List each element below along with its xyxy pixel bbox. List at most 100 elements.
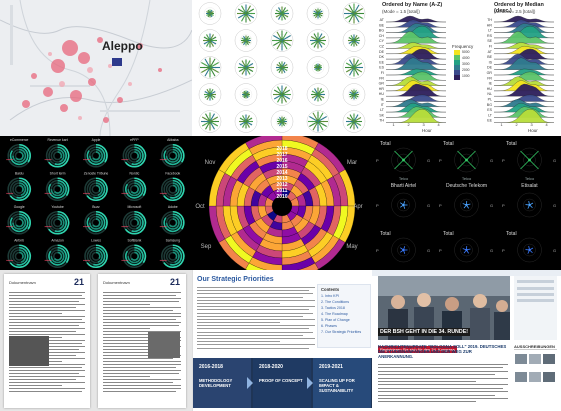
polar-mini-bar	[239, 121, 247, 126]
text-line	[9, 310, 85, 311]
polar-mini-bar	[203, 36, 211, 41]
radial-mini-arc	[95, 210, 108, 230]
toc-item[interactable]: 3. Tactics 2018	[321, 306, 345, 310]
radial-mini-arc	[9, 244, 31, 269]
ridgeline-density	[493, 99, 555, 107]
polar-mini-bar	[209, 58, 216, 68]
polar-mini-chart	[342, 56, 366, 79]
polar-mini-chart	[306, 110, 330, 133]
text-line	[9, 376, 85, 377]
radial-mini-arc	[50, 249, 65, 264]
polar-mini-bar	[273, 35, 283, 41]
radial-mini-arc	[57, 215, 65, 230]
vector-grid-tile: Total P G Total P G Total P G Bharti Airtel Telco P…	[372, 136, 561, 270]
vector-mini-subtitle: Telco	[525, 176, 535, 181]
ridgeline-row-label: TH	[487, 18, 492, 22]
news-headline[interactable]: NACHRICHTENUPDATE "BOLOGNA SOLL" 2019. D…	[378, 344, 507, 359]
polar-mini-bar	[245, 13, 251, 22]
polar-mini-chart	[342, 110, 366, 133]
toc-item[interactable]: 7. Our Strategic Priorities	[321, 330, 362, 334]
spiral-year-label: 2014	[276, 170, 287, 176]
polar-mini-bar	[245, 67, 254, 72]
radial-mini-arc	[172, 143, 185, 163]
toc-item[interactable]: 1. Intro KPI	[321, 294, 339, 298]
ridgeline-density	[493, 109, 555, 123]
text-line	[9, 298, 85, 299]
polar-mini-bar	[317, 36, 326, 41]
text-line	[9, 316, 85, 317]
polar-mini-bar	[349, 121, 355, 129]
polar-mini-chart	[198, 56, 222, 79]
text-line	[103, 307, 181, 308]
ridgeline-density	[385, 83, 447, 97]
toc-item[interactable]: 5. Plan of Change	[321, 318, 350, 322]
strategy-phase: 2019-2021 SCALING UP FOR IMPACT & SUSTAIN…	[313, 358, 371, 408]
radial-mini-chart: ePFP	[121, 138, 147, 168]
text-line	[103, 373, 180, 374]
ridgeline-density	[385, 48, 447, 60]
spiral-year-label: 2016	[276, 158, 287, 164]
radial-mini-arc	[134, 244, 147, 264]
strategy-phase-arrow	[307, 377, 313, 389]
ridgeline-row-label: TH	[379, 119, 384, 123]
news-thumbnail[interactable]	[529, 372, 541, 382]
vector-mini-title: Total	[443, 231, 454, 237]
toc-item[interactable]: 2. The Conditions	[321, 300, 350, 304]
polar-mini-chart	[342, 2, 366, 25]
radial-mini-arc	[86, 244, 108, 269]
polar-mini-bar	[238, 63, 247, 68]
polar-mini-chart	[306, 2, 330, 25]
text-line	[103, 385, 181, 386]
radial-mini-arc	[127, 182, 142, 197]
news-thumbnail[interactable]	[543, 354, 555, 364]
polar-mini-bar	[281, 64, 288, 68]
radial-mini-title: Short term	[50, 172, 66, 176]
radial-mini-title: Airbnb	[14, 239, 24, 243]
news-thumbnail[interactable]	[515, 372, 527, 382]
news-banner-line2[interactable]: Registrieren Sie sich für den 34. Kongre…	[378, 346, 457, 353]
text-line	[197, 309, 310, 311]
ridgeline-density	[493, 48, 555, 60]
spiral-month-label: Mar	[347, 160, 357, 166]
radial-mini-arc	[19, 210, 31, 230]
radial-mini-chart: Airbnb	[6, 239, 32, 269]
polar-mini-bar	[313, 33, 319, 41]
ridgeline-row-label: CZ	[379, 45, 385, 49]
polar-mini-bar	[204, 67, 211, 77]
spiral-year-label: 2015	[276, 164, 287, 170]
news-thumbnail[interactable]	[529, 354, 541, 364]
toc-heading: Contents	[321, 287, 340, 292]
text-line	[378, 367, 503, 369]
polar-mini-bar	[317, 10, 323, 14]
ridgeline-row-label: SE	[487, 39, 492, 43]
polar-mini-bar	[209, 113, 215, 122]
polar-mini-bar	[245, 5, 251, 14]
radial-mini-arc	[53, 251, 63, 261]
polar-mini-bar	[281, 86, 287, 95]
polar-mini-bar	[201, 62, 211, 68]
polar-mini-bar	[346, 121, 355, 126]
news-thumbnail[interactable]	[515, 354, 527, 364]
toc-item[interactable]: 4. The Roadmap	[321, 312, 348, 316]
toc-item[interactable]: 6. Phases	[321, 324, 337, 328]
radial-mini-arc	[130, 251, 139, 261]
vector-mini-chart: Total P G	[439, 141, 493, 173]
radial-mini-arc	[131, 213, 144, 233]
polar-mini-bar	[317, 116, 327, 122]
radial-mini-arc	[54, 146, 67, 166]
polar-mini-chart	[234, 56, 258, 79]
text-line	[378, 394, 495, 396]
text-line	[197, 302, 280, 304]
polar-mini-bar	[206, 34, 211, 41]
vector-axis-letter: P	[376, 158, 379, 163]
news-thumbnail[interactable]	[543, 372, 555, 382]
polar-mini-bar	[281, 13, 289, 18]
text-line	[103, 313, 181, 314]
vector-mini-chart: Bharti Airtel Telco P G	[376, 176, 430, 218]
text-line	[103, 361, 181, 362]
radial-mini-title: Alibaba	[167, 138, 178, 142]
polar-mini-bar	[281, 7, 286, 14]
ridgeline-density	[493, 15, 555, 23]
radial-mini-arc	[48, 179, 67, 199]
strategy-phase-name: SCALING UP FOR IMPACT & SUSTAINABILITY	[319, 378, 355, 393]
